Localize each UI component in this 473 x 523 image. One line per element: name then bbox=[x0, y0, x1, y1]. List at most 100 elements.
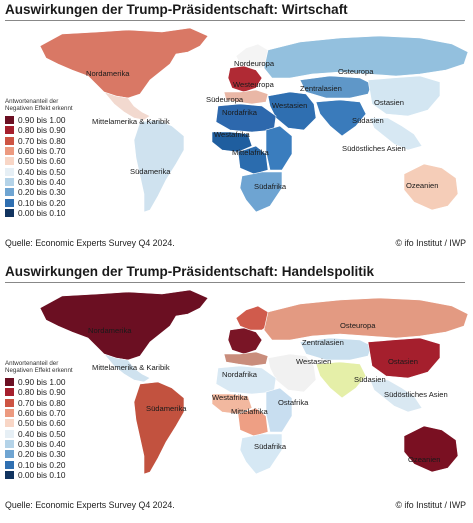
legend-label: 0.30 bis 0.40 bbox=[18, 438, 66, 449]
legend-swatch bbox=[5, 398, 14, 407]
legend-swatch bbox=[5, 460, 14, 469]
legend-label: 0.50 bis 0.60 bbox=[18, 418, 66, 429]
legend: Antwortenanteil der Negativen Effekt erk… bbox=[5, 360, 100, 480]
legend-label: 0.50 bis 0.60 bbox=[18, 156, 66, 167]
legend-label: 0.30 bis 0.40 bbox=[18, 176, 66, 187]
legend-item: 0.20 bis 0.30 bbox=[5, 449, 100, 459]
region-label-suedostasien: Südöstliches Asien bbox=[342, 144, 406, 153]
region-label-suedamerika: Südamerika bbox=[130, 167, 171, 176]
region-suedafrika bbox=[239, 171, 283, 213]
region-ostasien bbox=[367, 75, 441, 117]
region-ostasien bbox=[367, 337, 441, 379]
region-label-nordamerika: Nordamerika bbox=[88, 326, 132, 335]
legend-item: 0.70 bis 0.80 bbox=[5, 398, 100, 408]
legend-label: 0.80 bis 0.90 bbox=[18, 125, 66, 136]
legend-swatch bbox=[5, 419, 14, 428]
region-label-westasien: Westasien bbox=[296, 357, 331, 366]
legend-item: 0.90 bis 1.00 bbox=[5, 377, 100, 387]
legend-item: 0.50 bis 0.60 bbox=[5, 156, 100, 166]
region-westafrika bbox=[211, 393, 253, 415]
region-label-zentralasien: Zentralasien bbox=[302, 338, 344, 347]
legend-item: 0.40 bis 0.50 bbox=[5, 166, 100, 177]
region-osteuropa bbox=[263, 35, 469, 79]
region-mittelamerika bbox=[103, 91, 151, 121]
legend-label: 0.80 bis 0.90 bbox=[18, 387, 66, 398]
region-label-suedafrika: Südafrika bbox=[254, 182, 287, 191]
region-suedeuropa bbox=[223, 351, 269, 367]
region-label-ozeanien: Ozeanien bbox=[408, 455, 441, 464]
legend-swatch bbox=[5, 439, 14, 448]
legend-item: 0.30 bis 0.40 bbox=[5, 439, 100, 449]
region-label-ozeanien: Ozeanien bbox=[406, 181, 439, 190]
legend-label: 0.40 bis 0.50 bbox=[18, 428, 66, 439]
region-suedostasien bbox=[369, 379, 423, 413]
legend-swatch bbox=[5, 198, 14, 207]
legend-item: 0.10 bis 0.20 bbox=[5, 197, 100, 208]
legend-swatch bbox=[5, 208, 14, 217]
region-ostafrika bbox=[265, 387, 293, 433]
region-westafrika bbox=[211, 131, 253, 153]
legend-swatch bbox=[5, 378, 14, 387]
region-label-ostasien: Ostasien bbox=[388, 357, 418, 366]
region-nordamerika bbox=[39, 289, 209, 361]
source-note: Quelle: Economic Experts Survey Q4 2024. bbox=[5, 238, 175, 248]
region-suedostasien bbox=[369, 117, 423, 151]
legend-item: 0.80 bis 0.90 bbox=[5, 125, 100, 135]
region-westasien bbox=[267, 353, 317, 393]
map-title: Auswirkungen der Trump-Präsidentschaft: … bbox=[5, 264, 375, 279]
legend-swatch bbox=[5, 116, 14, 125]
region-label-nordafrika: Nordafrika bbox=[222, 108, 258, 117]
region-suedasien bbox=[315, 361, 367, 399]
region-westasien bbox=[267, 91, 317, 131]
region-label-suedostasien: Südöstliches Asien bbox=[384, 390, 448, 399]
panel-wirtschaft: Auswirkungen der Trump-Präsidentschaft: … bbox=[5, 2, 469, 248]
region-label-suedeuropa: Südeuropa bbox=[206, 95, 244, 104]
region-ozeanien bbox=[403, 163, 459, 211]
legend-item: 0.10 bis 0.20 bbox=[5, 459, 100, 470]
title-rule bbox=[5, 20, 465, 21]
region-zentralasien bbox=[299, 75, 373, 99]
legend-item: 0.80 bis 0.90 bbox=[5, 387, 100, 397]
region-osteuropa bbox=[263, 297, 469, 341]
legend-swatch bbox=[5, 157, 14, 166]
world-map: Nordamerika Mittelamerika & Karibik Südame… bbox=[39, 27, 469, 213]
region-label-suedafrika: Südafrika bbox=[254, 442, 287, 451]
legend-swatch bbox=[5, 409, 14, 418]
region-suedeuropa bbox=[223, 89, 269, 105]
region-mittelafrika bbox=[237, 407, 269, 437]
region-westeuropa bbox=[227, 65, 263, 93]
legend-item: 0.70 bis 0.80 bbox=[5, 136, 100, 146]
region-label-westasien: Westasien bbox=[272, 101, 307, 110]
legend-title: Antwortenanteil der Negativen Effekt erk… bbox=[5, 98, 73, 112]
world-map: Nordamerika Mittelamerika & Karibik Südame… bbox=[39, 289, 469, 475]
region-nordamerika bbox=[39, 27, 209, 99]
credit-note: © ifo Institut / IWP bbox=[395, 238, 466, 248]
region-westeuropa bbox=[227, 327, 263, 355]
legend-item: 0.20 bis 0.30 bbox=[5, 187, 100, 197]
region-suedamerika bbox=[133, 381, 185, 475]
legend-label: 0.20 bis 0.30 bbox=[18, 449, 66, 460]
legend-label: 0.60 bis 0.70 bbox=[18, 408, 66, 419]
region-label-suedasien: Südasien bbox=[354, 375, 386, 384]
credit-note: © ifo Institut / IWP bbox=[395, 500, 466, 510]
legend-label: 0.70 bis 0.80 bbox=[18, 135, 66, 146]
legend-swatch bbox=[5, 450, 14, 459]
legend-swatch bbox=[5, 188, 14, 197]
legend-label: 0.70 bis 0.80 bbox=[18, 397, 66, 408]
legend-label: 0.00 bis 0.10 bbox=[18, 469, 66, 480]
legend-item: 0.60 bis 0.70 bbox=[5, 146, 100, 156]
region-suedafrika bbox=[239, 433, 283, 475]
legend-item: 0.00 bis 0.10 bbox=[5, 208, 100, 218]
legend: Antwortenanteil der Negativen Effekt erk… bbox=[5, 98, 100, 218]
legend-swatch bbox=[5, 147, 14, 156]
legend-label: 0.40 bis 0.50 bbox=[18, 166, 66, 177]
region-zentralasien bbox=[299, 337, 373, 361]
map-title: Auswirkungen der Trump-Präsidentschaft: … bbox=[5, 2, 348, 17]
region-ozeanien bbox=[403, 425, 459, 473]
region-mittelafrika bbox=[237, 145, 269, 175]
region-label-westafrika: Westafrika bbox=[212, 393, 249, 402]
legend-label: 0.10 bis 0.20 bbox=[18, 197, 66, 208]
legend-swatch bbox=[5, 429, 14, 438]
legend-label: 0.10 bis 0.20 bbox=[18, 459, 66, 470]
legend-swatch bbox=[5, 126, 14, 135]
